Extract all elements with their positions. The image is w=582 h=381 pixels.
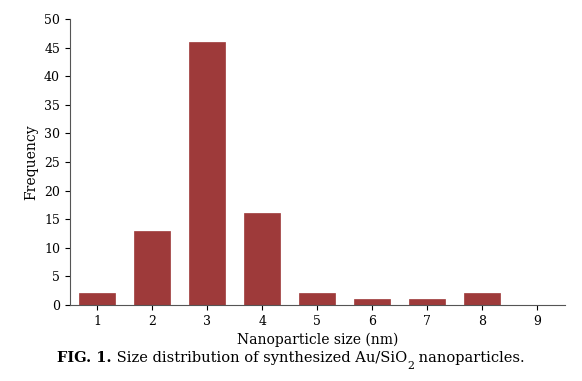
Bar bbox=[80, 293, 115, 305]
Y-axis label: Frequency: Frequency bbox=[24, 124, 38, 200]
Bar bbox=[464, 293, 500, 305]
Bar bbox=[189, 42, 225, 305]
Text: 2: 2 bbox=[407, 361, 414, 371]
Bar bbox=[409, 299, 445, 305]
Text: FIG. 1.: FIG. 1. bbox=[57, 351, 112, 365]
Bar bbox=[299, 293, 335, 305]
X-axis label: Nanoparticle size (nm): Nanoparticle size (nm) bbox=[236, 333, 398, 347]
Text: Size distribution of synthesized Au/SiO: Size distribution of synthesized Au/SiO bbox=[112, 351, 407, 365]
Text: nanoparticles.: nanoparticles. bbox=[414, 351, 525, 365]
Bar bbox=[134, 231, 170, 305]
Bar bbox=[354, 299, 390, 305]
Bar bbox=[244, 213, 280, 305]
